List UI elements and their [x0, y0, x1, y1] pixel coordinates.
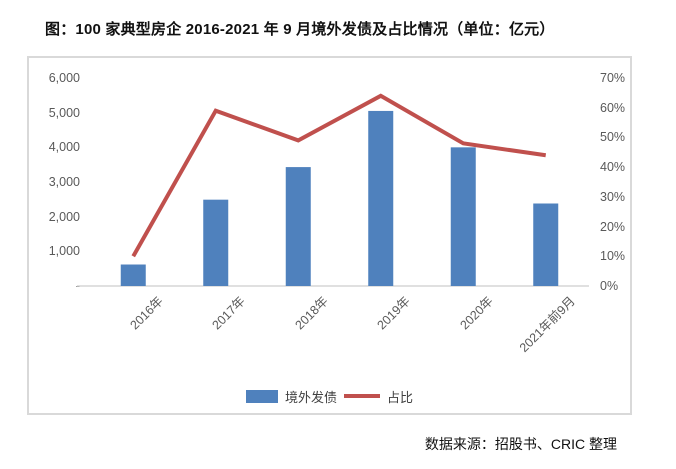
plot-area: [77, 93, 589, 287]
data-source-note: 数据来源：招股书、CRIC 整理: [424, 436, 617, 452]
right-axis-tick: 0%: [600, 279, 619, 293]
legend-line-label: 占比: [387, 389, 414, 405]
legend-bar-label: 境外发债: [284, 389, 337, 405]
legend: 境外发债 占比: [29, 386, 630, 406]
left-axis-tick: 4,000: [48, 140, 80, 154]
bar-2019年: [368, 110, 394, 286]
left-axis-tick: 3,000: [48, 175, 80, 189]
left-axis-tick: 2,000: [48, 210, 80, 224]
bar-2017年: [203, 199, 229, 286]
right-axis-tick: 40%: [600, 160, 626, 174]
right-axis-tick: 10%: [600, 249, 626, 263]
right-axis-tick: 20%: [600, 220, 626, 234]
bar-2016年: [120, 264, 146, 286]
left-axis-tick: 6,000: [48, 71, 80, 85]
left-axis-tick: 5,000: [48, 106, 80, 120]
bar-2020年: [450, 147, 476, 286]
legend-line-swatch: [344, 394, 380, 398]
right-axis-tick: 60%: [600, 101, 626, 115]
right-axis-tick: 70%: [600, 71, 626, 85]
bar-2021年前9月: [533, 203, 559, 286]
chart-container: 6,000 5,000 4,000 3,000 2,000 1,000 - 70…: [27, 56, 632, 415]
right-axis-tick: 30%: [600, 190, 626, 204]
left-axis-tick: 1,000: [48, 244, 80, 258]
ratio-line: [131, 93, 547, 258]
right-axis-tick: 50%: [600, 130, 626, 144]
legend-bar-swatch: [245, 389, 278, 403]
bar-2018年: [285, 167, 311, 286]
chart-title: 图：100 家典型房企 2016-2021 年 9 月境外发债及占比情况（单位：…: [45, 21, 555, 38]
